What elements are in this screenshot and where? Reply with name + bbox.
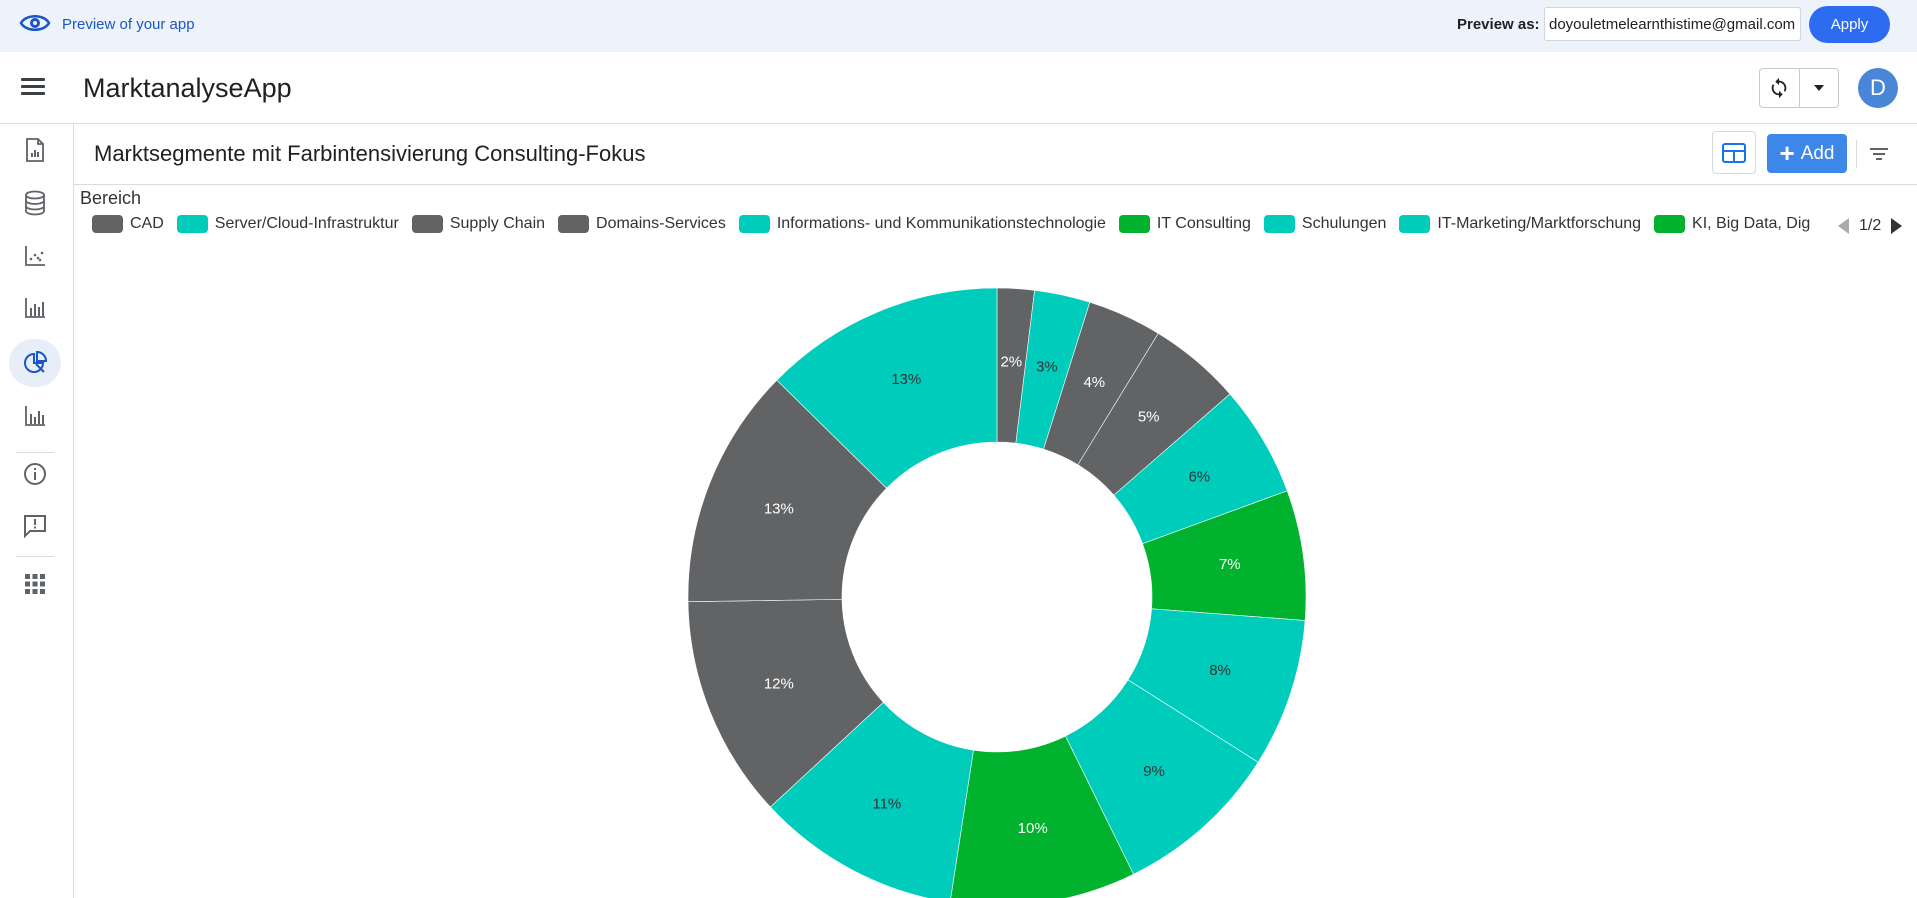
filter-icon[interactable] xyxy=(1867,143,1891,165)
legend-title: Bereich xyxy=(80,188,142,208)
legend-label: IT-Marketing/Marktforschung xyxy=(1437,215,1642,232)
view-header: Marktsegmente mit Farbintensivierung Con… xyxy=(74,124,1917,185)
legend-swatch xyxy=(411,215,443,233)
report-icon xyxy=(26,138,44,162)
legend-item[interactable]: Schulungen xyxy=(1263,215,1387,233)
legend-pager: 1/2 xyxy=(1838,215,1903,237)
slice-label: 13% xyxy=(891,371,921,388)
legend-label: Informations- und Kommunikationstechnolo… xyxy=(776,215,1106,232)
sync-icon xyxy=(1771,77,1787,99)
pie-chart-icon xyxy=(24,350,48,373)
legend-label: Supply Chain xyxy=(449,215,546,232)
sidebar-item-bar-2[interactable] xyxy=(9,392,61,440)
preview-bar: Preview of your app Preview as: Apply xyxy=(0,0,1917,52)
slice-label: 7% xyxy=(1219,556,1241,573)
legend-prev-icon[interactable] xyxy=(1838,218,1849,234)
donut-slice[interactable] xyxy=(776,287,998,489)
slice-label: 11% xyxy=(872,796,901,813)
caret-down-icon xyxy=(1813,85,1824,91)
sidebar-item-info[interactable] xyxy=(9,450,61,498)
slice-label: 8% xyxy=(1209,662,1231,679)
sync-dropdown-button[interactable] xyxy=(1800,69,1839,107)
table-view-button[interactable] xyxy=(1712,131,1756,174)
sync-control xyxy=(1759,68,1839,108)
apply-button[interactable]: Apply xyxy=(1809,6,1890,43)
sidebar-item-scatter[interactable] xyxy=(9,232,61,280)
app-title: MarktanalyseApp xyxy=(83,73,292,103)
legend-label: CAD xyxy=(130,215,164,232)
legend-swatch xyxy=(1263,215,1295,233)
scatter-chart-icon xyxy=(25,246,45,266)
bar-chart-icon xyxy=(25,298,45,318)
legend-swatch xyxy=(1654,215,1686,233)
legend-label: KI, Big Data, Dig xyxy=(1692,215,1811,232)
legend-label: IT Consulting xyxy=(1156,215,1251,232)
legend-swatch xyxy=(1118,215,1150,233)
legend-swatch xyxy=(738,215,770,233)
avatar[interactable]: D xyxy=(1858,68,1898,108)
header-divider xyxy=(1856,140,1857,168)
legend-item[interactable]: IT Consulting xyxy=(1118,215,1251,233)
eye-icon xyxy=(19,15,51,31)
view-title: Marktsegmente mit Farbintensivierung Con… xyxy=(94,141,646,166)
sidebar-item-bar[interactable] xyxy=(9,284,61,332)
apps-grid-icon xyxy=(25,574,45,594)
sidebar-item-apps[interactable] xyxy=(9,560,61,608)
legend-item[interactable]: Informations- und Kommunikationstechnolo… xyxy=(738,215,1106,233)
chart-legend: CAD Server/Cloud-Infrastruktur Supply Chai… xyxy=(92,215,1832,237)
plus-icon: + xyxy=(1779,137,1795,168)
legend-label: Server/Cloud-Infrastruktur xyxy=(214,215,399,232)
donut-slice[interactable] xyxy=(687,379,887,603)
app-header: MarktanalyseApp D xyxy=(0,52,1917,124)
preview-as-label: Preview as: xyxy=(1457,16,1540,33)
slice-label: 10% xyxy=(1018,820,1048,837)
sidebar-item-data[interactable] xyxy=(9,179,61,227)
legend-swatch xyxy=(558,215,590,233)
bar-chart-icon-2 xyxy=(25,406,45,426)
legend-label: Domains-Services xyxy=(596,215,726,232)
sidebar-item-report[interactable] xyxy=(9,126,61,174)
slice-label: 13% xyxy=(764,501,794,518)
preview-label: Preview of your app xyxy=(62,16,195,33)
slice-label: 6% xyxy=(1188,468,1210,485)
database-icon xyxy=(25,190,45,216)
legend-item[interactable]: Server/Cloud-Infrastruktur xyxy=(176,215,399,233)
legend-item[interactable]: IT-Marketing/Marktforschung xyxy=(1399,215,1641,233)
donut-slice[interactable] xyxy=(950,735,1134,898)
legend-item[interactable]: KI, Big Data, Dig xyxy=(1654,215,1810,233)
table-icon xyxy=(1722,142,1746,163)
legend-next-icon[interactable] xyxy=(1891,218,1903,234)
add-button-label: Add xyxy=(1800,142,1835,164)
sidebar-item-feedback[interactable] xyxy=(9,502,61,550)
sync-button[interactable] xyxy=(1760,69,1800,107)
sidebar xyxy=(0,124,74,898)
legend-item[interactable]: Domains-Services xyxy=(558,215,726,233)
legend-label: Schulungen xyxy=(1301,215,1387,232)
sidebar-divider xyxy=(16,452,54,453)
slice-label: 9% xyxy=(1143,763,1165,780)
slice-label: 2% xyxy=(1000,353,1022,370)
menu-icon[interactable] xyxy=(21,78,45,96)
sidebar-item-pie[interactable] xyxy=(9,339,61,387)
legend-swatch xyxy=(1399,215,1431,233)
slice-label: 3% xyxy=(1036,358,1058,375)
legend-swatch xyxy=(176,215,208,233)
sidebar-divider-2 xyxy=(16,556,54,557)
legend-item[interactable]: CAD xyxy=(92,215,164,233)
preview-email-input[interactable] xyxy=(1544,7,1801,41)
feedback-icon xyxy=(24,515,46,539)
legend-page-indicator: 1/2 xyxy=(1859,217,1882,234)
legend-swatch xyxy=(92,215,123,233)
add-button[interactable]: + Add xyxy=(1767,134,1847,173)
slice-label: 12% xyxy=(764,675,794,692)
slice-label: 4% xyxy=(1083,374,1105,391)
info-icon xyxy=(24,463,46,485)
legend-item[interactable]: Supply Chain xyxy=(411,215,546,233)
donut-slice[interactable] xyxy=(687,599,884,808)
slice-label: 5% xyxy=(1138,408,1160,425)
